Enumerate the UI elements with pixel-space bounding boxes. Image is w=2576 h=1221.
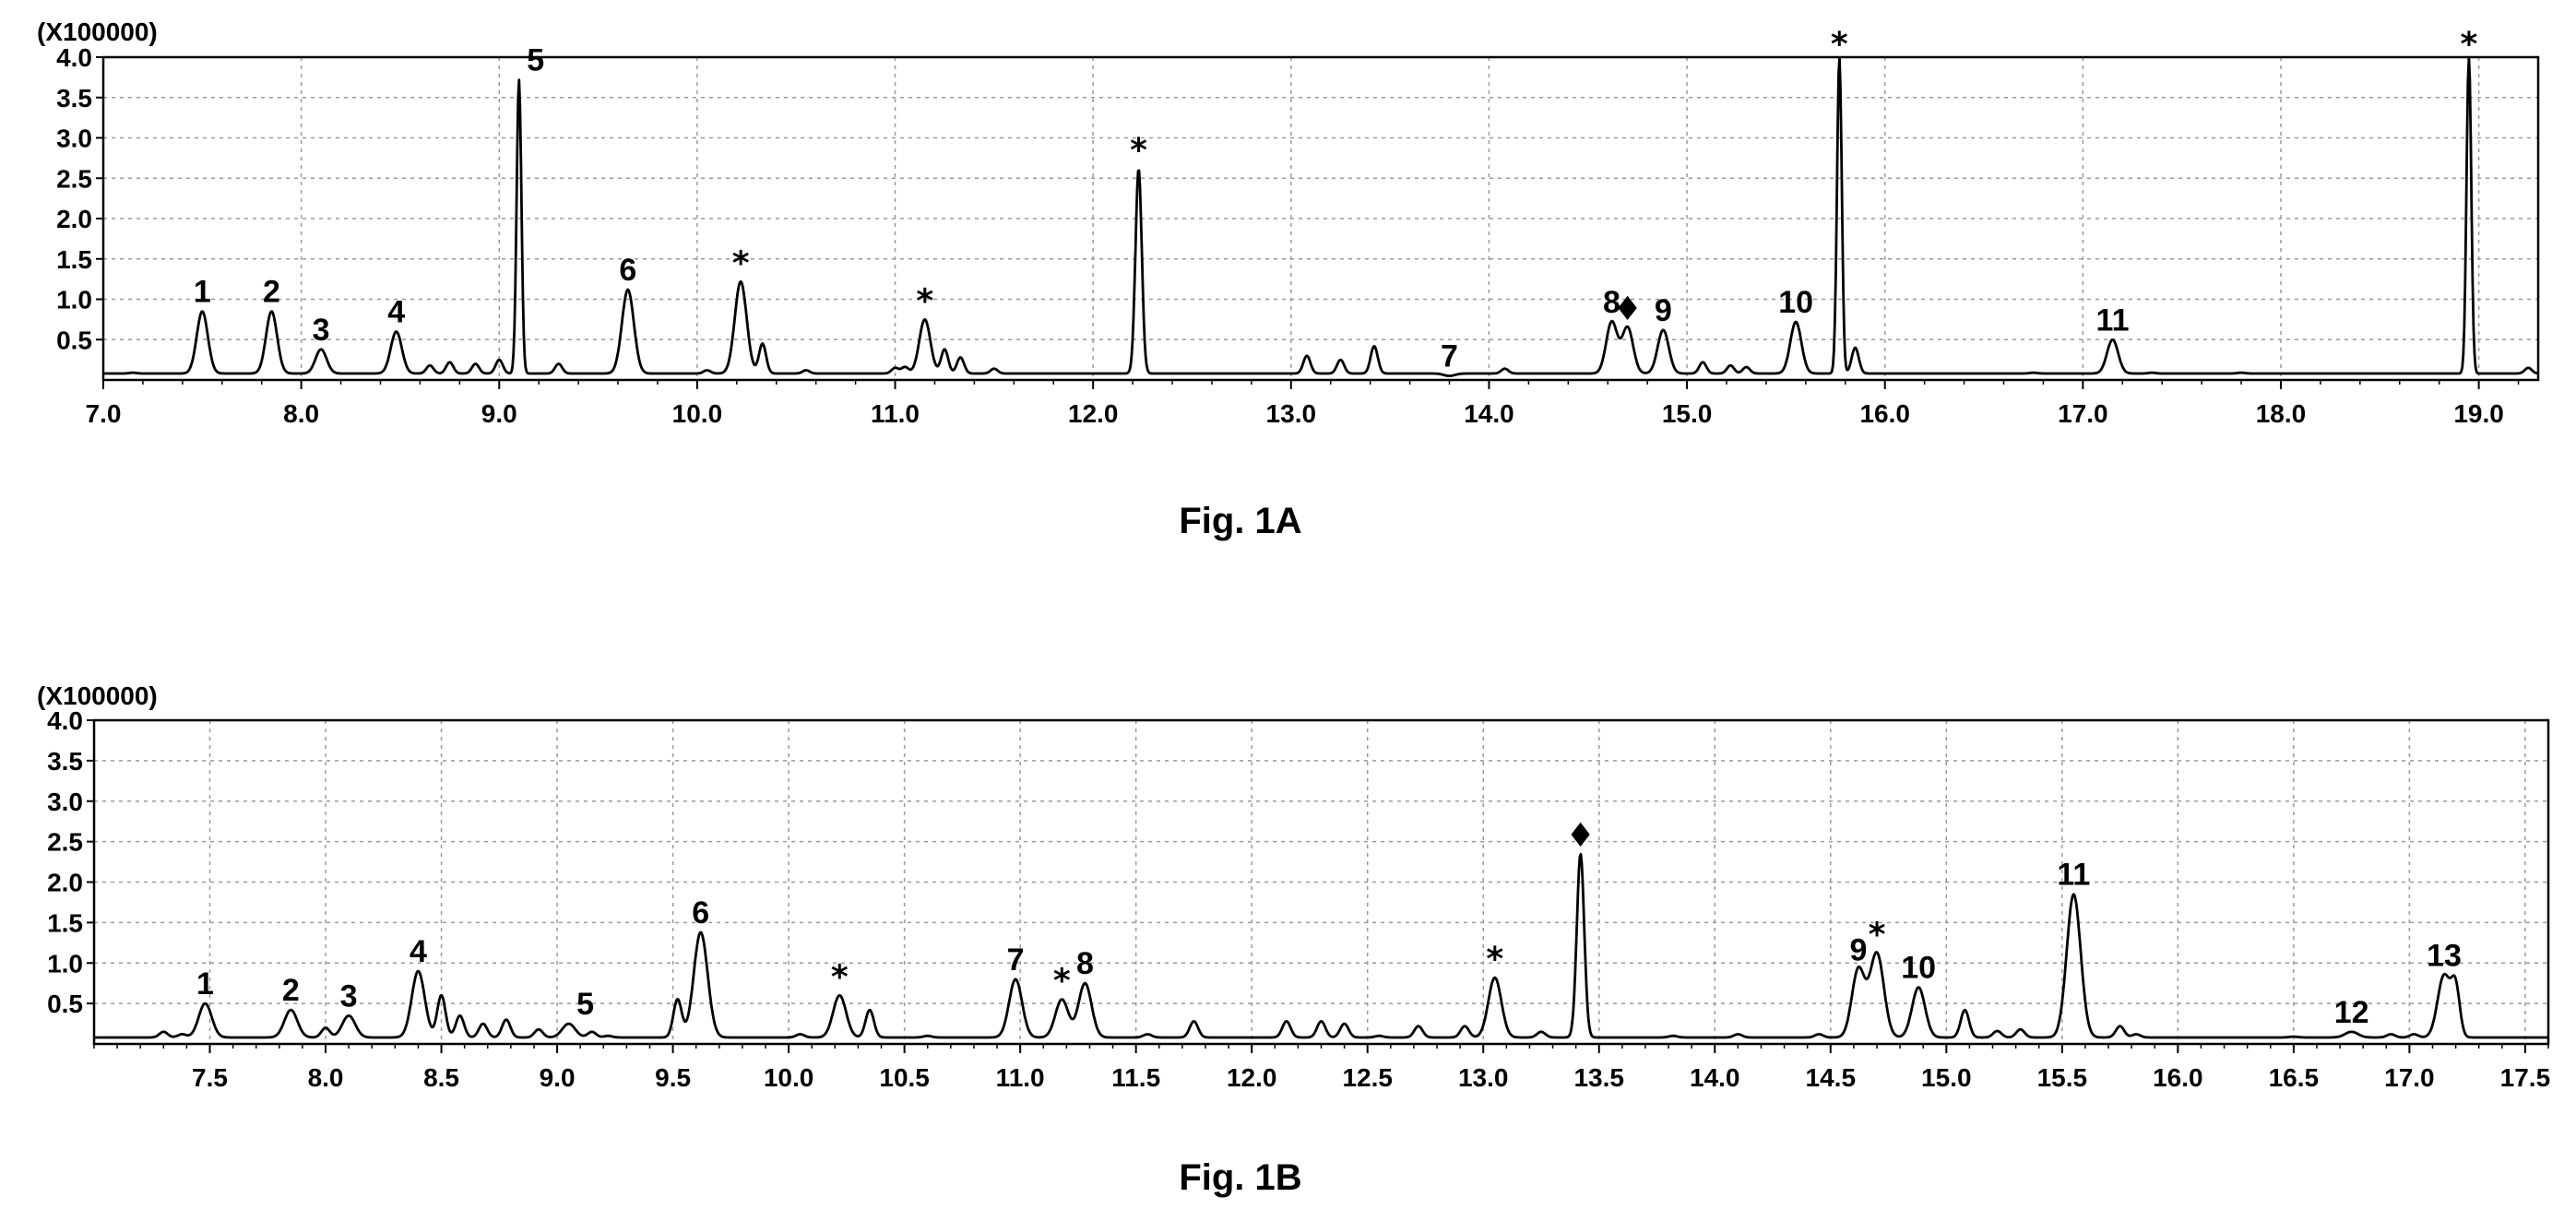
y-tick-label: 2.5 xyxy=(56,164,92,193)
x-tick-label: 11.0 xyxy=(871,399,920,428)
plot-frame xyxy=(92,718,2550,1046)
y-tick-label: 0.5 xyxy=(47,990,83,1018)
x-tick-label: 9.0 xyxy=(481,399,517,428)
peak-label: * xyxy=(916,282,933,320)
peak-label: * xyxy=(1869,917,1886,954)
y-tick-label: 1.0 xyxy=(56,286,92,314)
x-tick-label: 10.0 xyxy=(672,399,723,428)
y-tick-label: 4.0 xyxy=(56,43,92,72)
x-tick-label: 15.0 xyxy=(1662,399,1713,428)
x-tick-label: 12.0 xyxy=(1068,399,1119,428)
peak-label: ♦ xyxy=(1566,817,1596,855)
x-tick-label: 18.0 xyxy=(2256,399,2307,428)
x-tick-label: 8.0 xyxy=(283,399,319,428)
peak-label: * xyxy=(831,958,849,996)
x-tick-label: 13.5 xyxy=(1573,1063,1624,1092)
peak-label: 1 xyxy=(194,275,211,310)
peak-label: 11 xyxy=(2096,302,2130,338)
chromatogram-trace xyxy=(102,55,2539,377)
figure-caption: Fig. 1B xyxy=(1179,1157,1301,1198)
peak-label: 1 xyxy=(196,966,214,1002)
chromatogram-trace xyxy=(93,852,2549,1039)
peak-label: 3 xyxy=(340,978,358,1014)
fig-1b-chart: (X100000) 0.5 1.0 1.5 2.0 2.5 3.0 3.5 4.0 7.5 8.0 8… xyxy=(37,682,2550,1198)
peak-label: * xyxy=(1053,963,1071,1001)
peak-label: * xyxy=(1130,132,1147,170)
peak-label: 4 xyxy=(410,934,427,969)
y-tick-label: 2.0 xyxy=(56,205,92,233)
peak-label: 6 xyxy=(619,253,636,288)
x-tick-label: 14.0 xyxy=(1464,399,1514,428)
figure-caption: Fig. 1A xyxy=(1179,501,1301,541)
peak-label: * xyxy=(2460,26,2477,64)
peak-label: * xyxy=(732,244,750,282)
peak-label: 5 xyxy=(527,43,544,78)
peak-label: * xyxy=(1486,941,1503,978)
peak-label: 8 xyxy=(1603,285,1620,320)
x-tick-label: 14.0 xyxy=(1690,1063,1740,1092)
y-scale-label: (X100000) xyxy=(37,682,158,710)
peak-label: 3 xyxy=(313,313,330,348)
y-tick-label: 1.0 xyxy=(47,949,83,978)
plot-frame xyxy=(101,55,2540,382)
x-tick-label: 16.5 xyxy=(2269,1063,2320,1092)
y-tick-label: 3.0 xyxy=(47,788,83,816)
y-scale-label: (X100000) xyxy=(37,18,158,46)
y-tick-label: 3.5 xyxy=(56,84,92,113)
x-tick-label: 7.5 xyxy=(192,1063,228,1092)
y-tick-label: 3.5 xyxy=(47,747,83,776)
x-tick-label: 13.0 xyxy=(1266,399,1317,428)
x-tick-label: 12.5 xyxy=(1342,1063,1393,1092)
x-tick-label: 13.0 xyxy=(1458,1063,1509,1092)
x-tick-label: 17.0 xyxy=(2384,1063,2435,1092)
y-tick-label: 1.5 xyxy=(47,908,83,937)
peak-label: 12 xyxy=(2334,995,2369,1030)
x-tick-label: 17.5 xyxy=(2500,1063,2551,1092)
x-tick-label: 16.0 xyxy=(1859,399,1910,428)
y-tick-label: 0.5 xyxy=(56,326,92,354)
x-tick-label: 16.0 xyxy=(2153,1063,2203,1092)
x-tick-label: 9.5 xyxy=(655,1063,691,1092)
x-tick-label: 17.0 xyxy=(2058,399,2108,428)
peak-label: 5 xyxy=(576,987,594,1022)
x-tick-label: 11.0 xyxy=(996,1063,1045,1092)
x-tick-label: 15.5 xyxy=(2037,1063,2088,1092)
x-tick-label: 11.5 xyxy=(1111,1063,1160,1092)
x-tick-label: 14.5 xyxy=(1806,1063,1857,1092)
peak-label: 6 xyxy=(692,895,709,931)
y-tick-label: 3.0 xyxy=(56,124,92,153)
peak-label: 8 xyxy=(1076,946,1094,981)
peak-label: 4 xyxy=(387,295,405,330)
x-tick-label: 9.0 xyxy=(540,1063,576,1092)
peak-label: 13 xyxy=(2427,938,2462,973)
x-tick-label: 8.0 xyxy=(308,1063,344,1092)
peak-label: 10 xyxy=(1778,285,1813,320)
x-tick-label: 12.0 xyxy=(1227,1063,1277,1092)
peak-label: 11 xyxy=(2057,858,2090,893)
peak-label: 2 xyxy=(263,275,280,310)
y-tick-label: 4.0 xyxy=(47,706,83,735)
peak-label: 7 xyxy=(1441,339,1458,374)
y-tick-label: 1.5 xyxy=(56,245,92,274)
x-tick-label: 7.0 xyxy=(86,399,122,428)
x-tick-label: 15.0 xyxy=(1921,1063,1972,1092)
peak-label: 2 xyxy=(282,973,300,1008)
peak-label: * xyxy=(1831,26,1848,64)
peak-label: ♦ xyxy=(1613,290,1643,328)
fig-1a-chart: (X100000) 0.5 1.0 1.5 2.0 2.5 3.0 3.5 4.0 7.0 8.0 9… xyxy=(37,18,2540,541)
peak-label: 9 xyxy=(1655,293,1672,328)
x-tick-label: 8.5 xyxy=(423,1063,459,1092)
x-tick-label: 10.5 xyxy=(879,1063,930,1092)
peak-label: 7 xyxy=(1007,942,1025,978)
y-tick-label: 2.5 xyxy=(47,828,83,857)
y-tick-label: 2.0 xyxy=(47,869,83,897)
x-tick-label: 19.0 xyxy=(2453,399,2504,428)
peak-label: 9 xyxy=(1849,932,1867,967)
x-tick-label: 10.0 xyxy=(764,1063,814,1092)
peak-label: 10 xyxy=(1901,951,1936,986)
